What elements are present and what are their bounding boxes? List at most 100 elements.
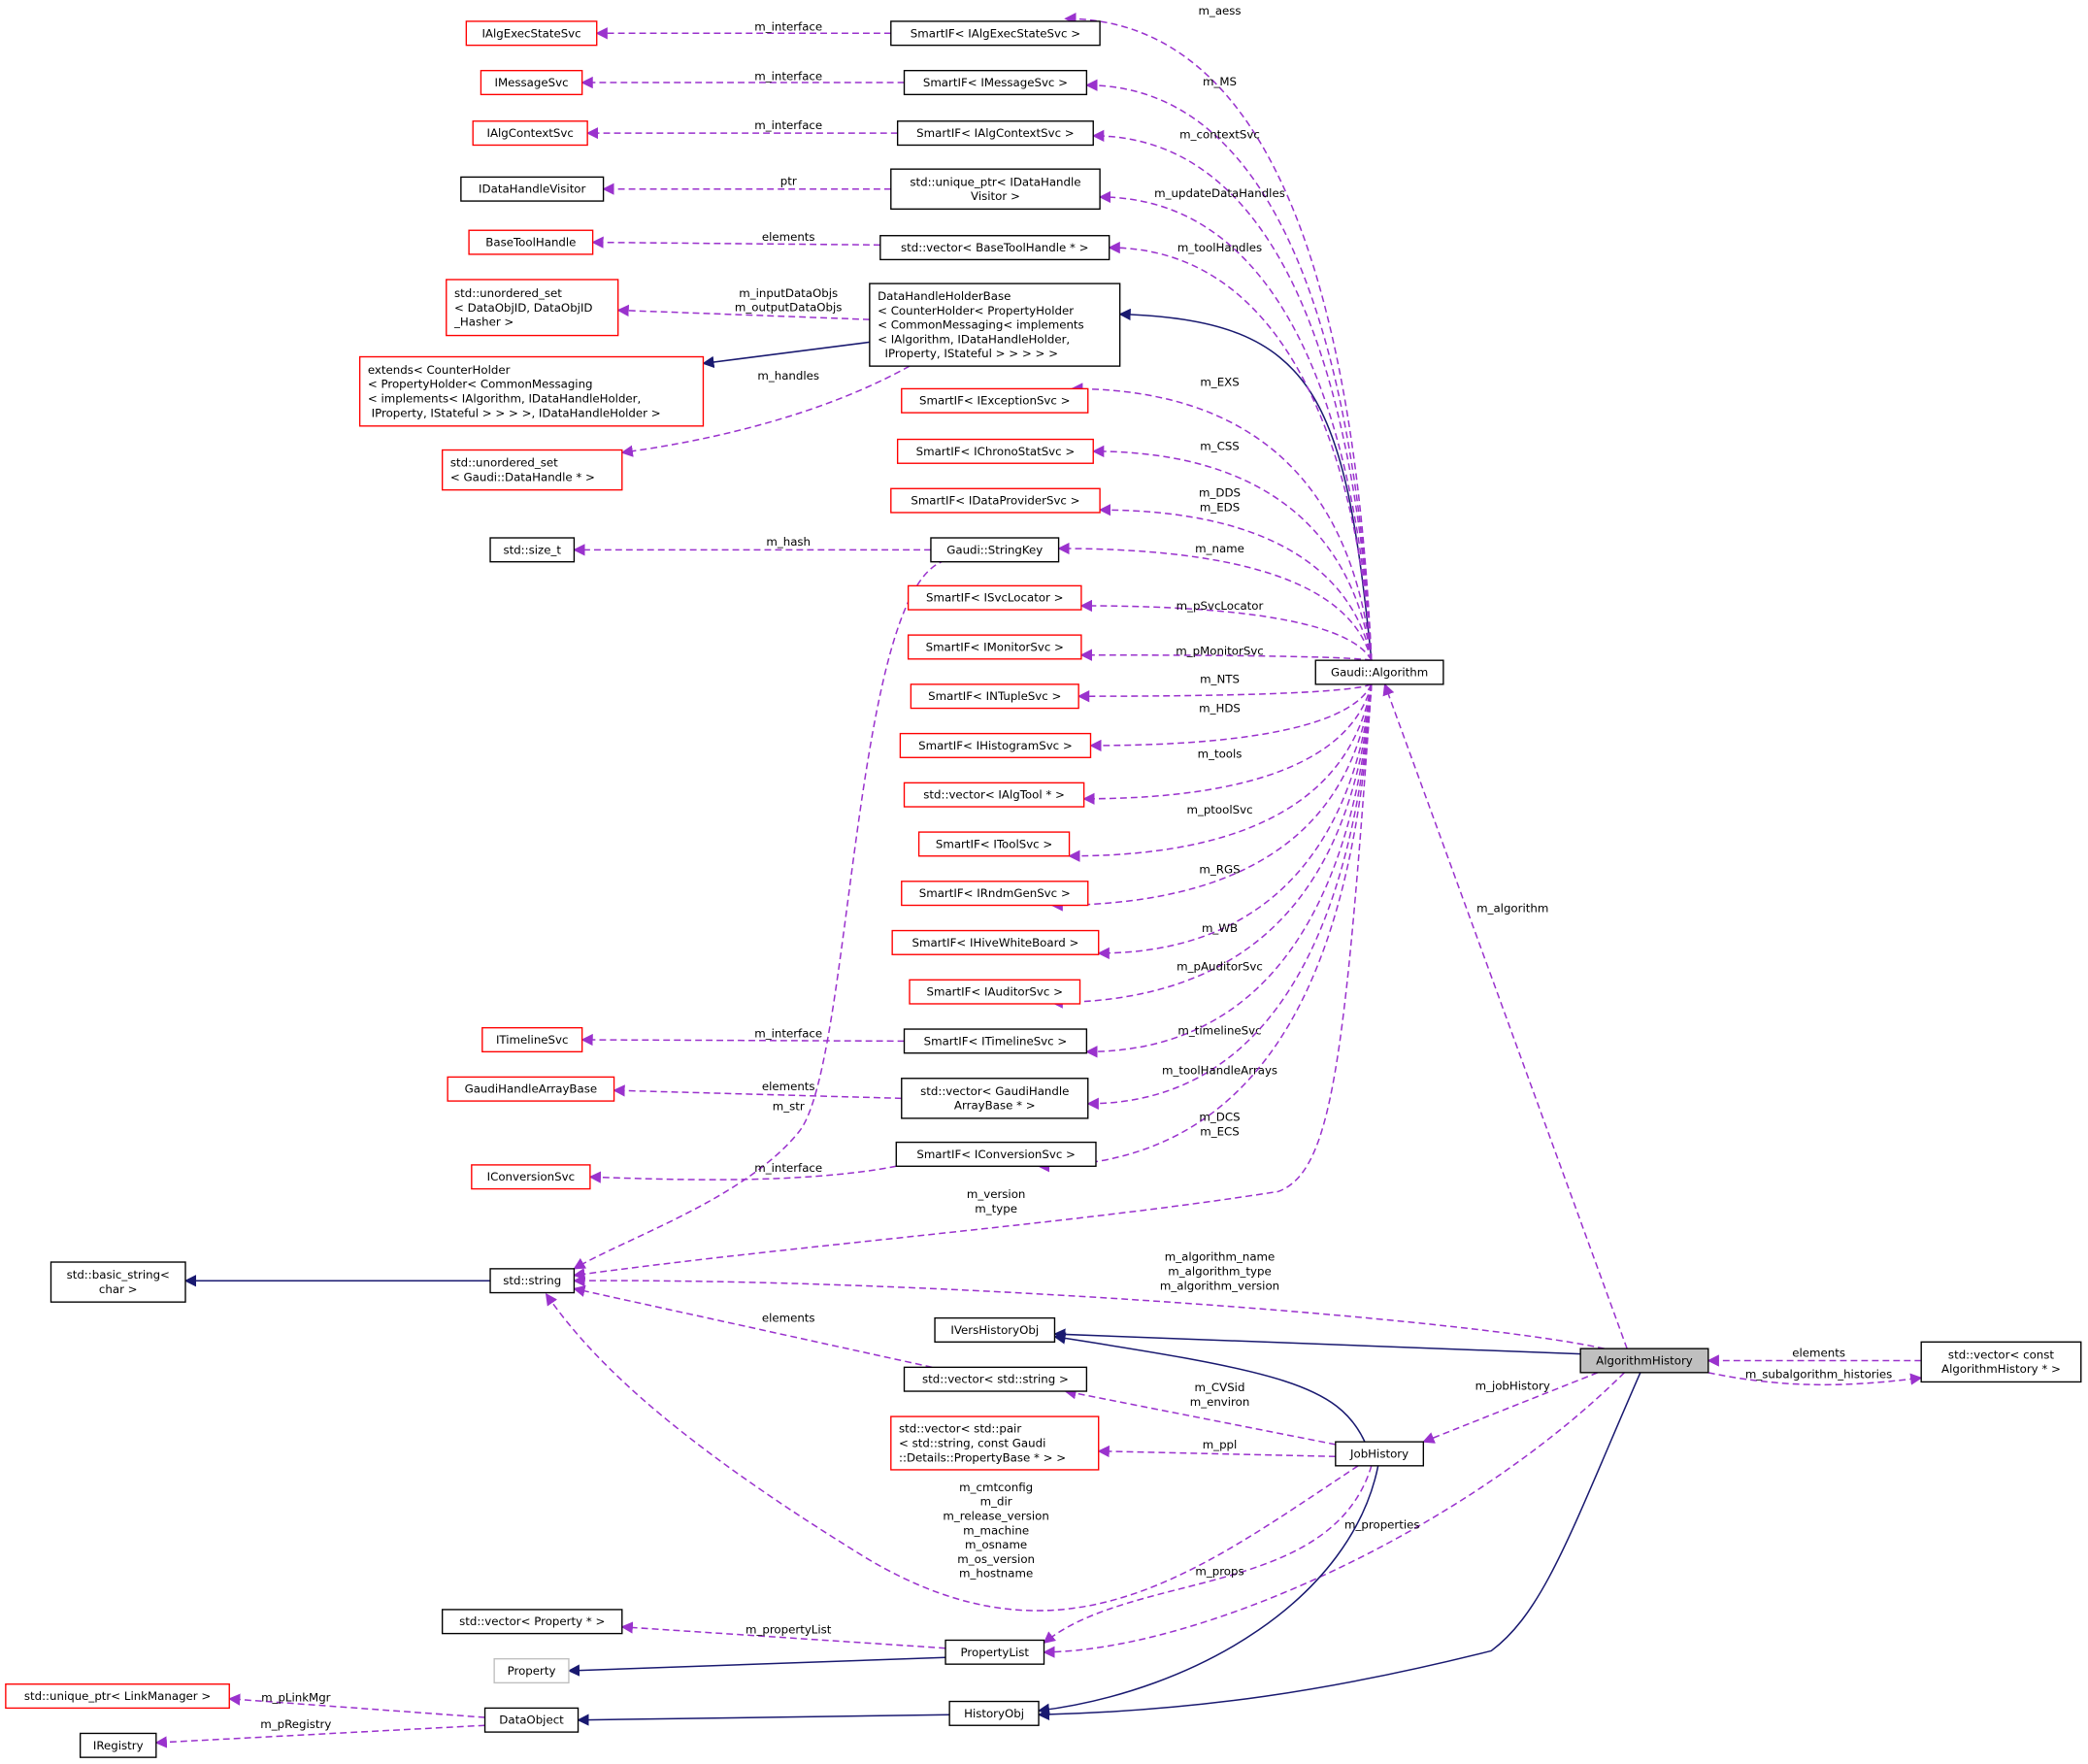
- node-box[interactable]: [481, 1026, 583, 1053]
- class-node[interactable]: SmartIF< IConversionSvc >: [895, 1141, 1097, 1167]
- class-node[interactable]: PropertyList: [945, 1639, 1045, 1665]
- class-node[interactable]: SmartIF< IChronoStatSvc >: [896, 438, 1094, 464]
- class-node[interactable]: std::string: [489, 1268, 576, 1294]
- node-box[interactable]: [5, 1683, 230, 1710]
- class-node[interactable]: std::basic_string<char >: [50, 1261, 186, 1303]
- class-node[interactable]: Gaudi::Algorithm: [1314, 659, 1444, 685]
- class-node[interactable]: std::vector< std::pair< std::string, con…: [890, 1415, 1100, 1471]
- class-node[interactable]: IDataHandleVisitor: [460, 176, 605, 202]
- node-box[interactable]: [899, 732, 1092, 758]
- node-box[interactable]: [468, 229, 594, 255]
- node-box[interactable]: [903, 1028, 1088, 1054]
- class-node[interactable]: SmartIF< ISvcLocator >: [907, 584, 1082, 611]
- class-node[interactable]: SmartIF< IToolSvc >: [917, 831, 1071, 857]
- node-box[interactable]: [903, 69, 1088, 96]
- node-box[interactable]: [896, 438, 1094, 464]
- node-box[interactable]: [472, 120, 588, 147]
- node-box[interactable]: [1335, 1441, 1425, 1467]
- node-box[interactable]: [79, 1732, 157, 1758]
- node-box[interactable]: [493, 1657, 570, 1684]
- node-box[interactable]: [890, 168, 1101, 210]
- node-box[interactable]: [441, 1609, 623, 1635]
- node-box[interactable]: [896, 120, 1094, 147]
- node-box[interactable]: [890, 20, 1101, 47]
- class-node[interactable]: AlgorithmHistory: [1579, 1348, 1709, 1374]
- node-box[interactable]: [465, 20, 598, 47]
- class-node[interactable]: std::vector< IAlgTool * >: [903, 782, 1085, 808]
- class-node[interactable]: std::unique_ptr< LinkManager >: [5, 1683, 230, 1710]
- class-node[interactable]: SmartIF< IAuditorSvc >: [909, 979, 1081, 1005]
- node-box[interactable]: [460, 176, 605, 202]
- class-node[interactable]: SmartIF< INTupleSvc >: [910, 683, 1079, 710]
- node-box[interactable]: [901, 881, 1089, 907]
- node-box[interactable]: [50, 1261, 186, 1303]
- node-box[interactable]: [441, 449, 623, 491]
- node-box[interactable]: [480, 69, 583, 96]
- class-node[interactable]: std::vector< GaudiHandleArrayBase * >: [901, 1078, 1089, 1119]
- class-node[interactable]: SmartIF< ITimelineSvc >: [903, 1028, 1088, 1054]
- class-node[interactable]: Gaudi::StringKey: [930, 537, 1060, 563]
- class-node[interactable]: std::unordered_set< Gaudi::DataHandle * …: [441, 449, 623, 491]
- class-node[interactable]: IMessageSvc: [480, 69, 583, 96]
- node-box[interactable]: [489, 537, 576, 563]
- class-node[interactable]: SmartIF< IRndmGenSvc >: [901, 881, 1089, 907]
- node-box[interactable]: [483, 1707, 580, 1733]
- class-node[interactable]: std::size_t: [489, 537, 576, 563]
- node-box[interactable]: [907, 634, 1082, 660]
- node-box[interactable]: [909, 979, 1081, 1005]
- class-node[interactable]: IRegistry: [79, 1732, 157, 1758]
- node-box[interactable]: [446, 279, 619, 337]
- class-node[interactable]: std::unordered_set< DataObjID, DataObjID…: [446, 279, 619, 337]
- class-node[interactable]: std::vector< std::string >: [903, 1366, 1088, 1392]
- class-node[interactable]: std::vector< Property * >: [441, 1609, 623, 1635]
- class-node[interactable]: extends< CounterHolder< PropertyHolder< …: [358, 355, 705, 427]
- node-box[interactable]: [903, 1366, 1088, 1392]
- class-node[interactable]: SmartIF< IAlgContextSvc >: [896, 120, 1094, 147]
- node-box[interactable]: [1579, 1348, 1709, 1374]
- node-box[interactable]: [930, 537, 1060, 563]
- node-box[interactable]: [891, 929, 1100, 955]
- node-box[interactable]: [903, 782, 1085, 808]
- class-node[interactable]: IVersHistoryObj: [934, 1316, 1056, 1343]
- node-box[interactable]: [910, 683, 1079, 710]
- node-box[interactable]: [1920, 1341, 2082, 1383]
- class-node[interactable]: IConversionSvc: [471, 1164, 591, 1190]
- node-box[interactable]: [489, 1268, 576, 1294]
- node-box[interactable]: [901, 1078, 1089, 1119]
- class-node[interactable]: SmartIF< IMonitorSvc >: [907, 634, 1082, 660]
- class-node[interactable]: DataObject: [483, 1707, 580, 1733]
- node-box[interactable]: [907, 584, 1082, 611]
- node-box[interactable]: [917, 831, 1071, 857]
- class-node[interactable]: GaudiHandleArrayBase: [447, 1076, 615, 1102]
- class-node[interactable]: IAlgExecStateSvc: [465, 20, 598, 47]
- class-node[interactable]: SmartIF< IAlgExecStateSvc >: [890, 20, 1101, 47]
- class-node[interactable]: Property: [493, 1657, 570, 1684]
- node-box[interactable]: [447, 1076, 615, 1102]
- node-box[interactable]: [1314, 659, 1444, 685]
- class-node[interactable]: SmartIF< IExceptionSvc >: [901, 387, 1089, 414]
- node-box[interactable]: [945, 1639, 1045, 1665]
- class-node[interactable]: JobHistory: [1335, 1441, 1425, 1467]
- node-box[interactable]: [948, 1700, 1040, 1726]
- class-node[interactable]: std::unique_ptr< IDataHandleVisitor >: [890, 168, 1101, 210]
- node-box[interactable]: [895, 1141, 1097, 1167]
- node-box[interactable]: [901, 387, 1089, 414]
- class-node[interactable]: BaseToolHandle: [468, 229, 594, 255]
- class-node[interactable]: SmartIF< IDataProviderSvc >: [890, 487, 1101, 514]
- class-node[interactable]: ITimelineSvc: [481, 1026, 583, 1053]
- node-box[interactable]: [890, 1415, 1100, 1471]
- class-node[interactable]: SmartIF< IHistogramSvc >: [899, 732, 1092, 758]
- node-box[interactable]: [358, 355, 705, 427]
- class-node[interactable]: SmartIF< IHiveWhiteBoard >: [891, 929, 1100, 955]
- node-box[interactable]: [879, 235, 1110, 261]
- class-node[interactable]: std::vector< BaseToolHandle * >: [879, 235, 1110, 261]
- class-node[interactable]: DataHandleHolderBase< CounterHolder< Pro…: [869, 283, 1121, 367]
- node-box[interactable]: [890, 487, 1101, 514]
- node-box[interactable]: [471, 1164, 591, 1190]
- node-box[interactable]: [934, 1316, 1056, 1343]
- class-node[interactable]: SmartIF< IMessageSvc >: [903, 69, 1088, 96]
- class-node[interactable]: IAlgContextSvc: [472, 120, 588, 147]
- node-box[interactable]: [869, 283, 1121, 367]
- class-node[interactable]: HistoryObj: [948, 1700, 1040, 1726]
